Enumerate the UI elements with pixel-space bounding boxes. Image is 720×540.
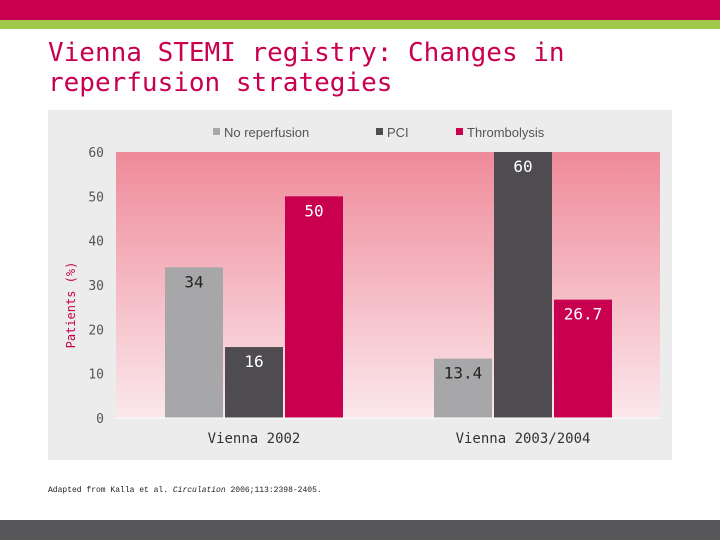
bar-no-reperfusion-1 [165, 267, 223, 418]
chart-panel: No reperfusion PCI Thrombolysis 0 10 20 30 40 5… [48, 110, 672, 460]
y-tick-label-10: 10 [88, 368, 104, 383]
data-label-thrombolysis-2: 26.7 [564, 305, 603, 324]
bar-thrombolysis-1 [285, 196, 343, 418]
y-tick-label-0: 0 [96, 412, 104, 427]
y-tick-label-30: 30 [88, 279, 104, 294]
x-axis: Vienna 2002 Vienna 2003/2004 [116, 417, 660, 447]
x-category-label-2: Vienna 2003/2004 [456, 431, 591, 447]
data-label-no-reperfusion-2: 13.4 [444, 364, 483, 383]
data-label-pci-2: 60 [513, 157, 532, 176]
data-label-thrombolysis-1: 50 [304, 201, 323, 220]
bottom-footer-bar [0, 520, 720, 540]
y-tick-label-40: 40 [88, 235, 104, 250]
y-tick-label-20: 20 [88, 323, 104, 338]
y-axis: 0 10 20 30 40 50 60 Patients (%) [64, 146, 104, 427]
citation-journal: Circulation [172, 486, 226, 495]
bar-no-reperfusion-2 [434, 358, 492, 418]
legend-swatch-no-reperfusion [213, 128, 220, 135]
slide-title: Vienna STEMI registry: Changes in reperf… [48, 38, 565, 98]
bar-thrombolysis-2 [554, 299, 612, 418]
citation-details: 2006;113:2398-2405. [230, 486, 322, 495]
legend-label-thrombolysis: Thrombolysis [467, 125, 545, 140]
citation-authors: Adapted from Kalla et al. [48, 486, 169, 495]
top-green-stripe [0, 20, 720, 29]
citation-footnote: Adapted from Kalla et al. Circulation 20… [48, 486, 322, 495]
y-tick-label-60: 60 [88, 146, 104, 161]
y-axis-title: Patients (%) [64, 262, 78, 349]
chart-legend: No reperfusion PCI Thrombolysis [213, 125, 545, 140]
legend-label-pci: PCI [387, 125, 409, 140]
x-category-label-1: Vienna 2002 [208, 431, 301, 447]
data-label-pci-1: 16 [244, 352, 263, 371]
legend-label-no-reperfusion: No reperfusion [224, 125, 309, 140]
top-accent-bar [0, 0, 720, 20]
bar-pci-1 [225, 347, 283, 418]
bar-group: 34 16 50 13.4 60 26.7 [165, 152, 612, 418]
bar-pci-2 [494, 152, 552, 418]
data-label-no-reperfusion-1: 34 [184, 272, 203, 291]
y-tick-label-50: 50 [88, 190, 104, 205]
legend-swatch-thrombolysis [456, 128, 463, 135]
bar-chart: No reperfusion PCI Thrombolysis 0 10 20 30 40 5… [64, 125, 660, 447]
legend-swatch-pci [376, 128, 383, 135]
